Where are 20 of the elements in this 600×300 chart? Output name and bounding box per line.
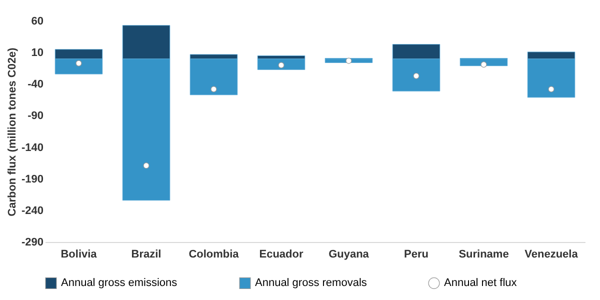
y-tick-label: -40 xyxy=(28,78,44,91)
y-tick-label: -190 xyxy=(21,173,44,186)
x-tick-label: Venezuela xyxy=(524,248,579,260)
y-tick-label: -290 xyxy=(21,236,44,248)
y-tick-label: -240 xyxy=(21,204,44,217)
y-tick-label: -140 xyxy=(21,142,44,154)
x-tick-label: Bolivia xyxy=(60,248,98,260)
y-axis-title: Carbon flux (million tones C02e) xyxy=(6,47,18,216)
x-tick-label: Ecuador xyxy=(259,248,304,260)
y-tick-label: 60 xyxy=(31,16,44,28)
x-tick-label: Colombia xyxy=(188,248,240,260)
y-tick-label: 10 xyxy=(31,47,44,60)
y-tick-label: -90 xyxy=(28,110,44,122)
x-tick-label: Suriname xyxy=(458,248,509,260)
x-tick-label: Brazil xyxy=(131,248,162,260)
x-tick-label: Peru xyxy=(404,248,428,260)
legend-label: Annual net flux xyxy=(444,277,518,290)
legend-label: Annual gross removals xyxy=(255,277,368,290)
x-tick-label: Guyana xyxy=(328,248,370,260)
legend-label: Annual gross emissions xyxy=(61,277,178,290)
